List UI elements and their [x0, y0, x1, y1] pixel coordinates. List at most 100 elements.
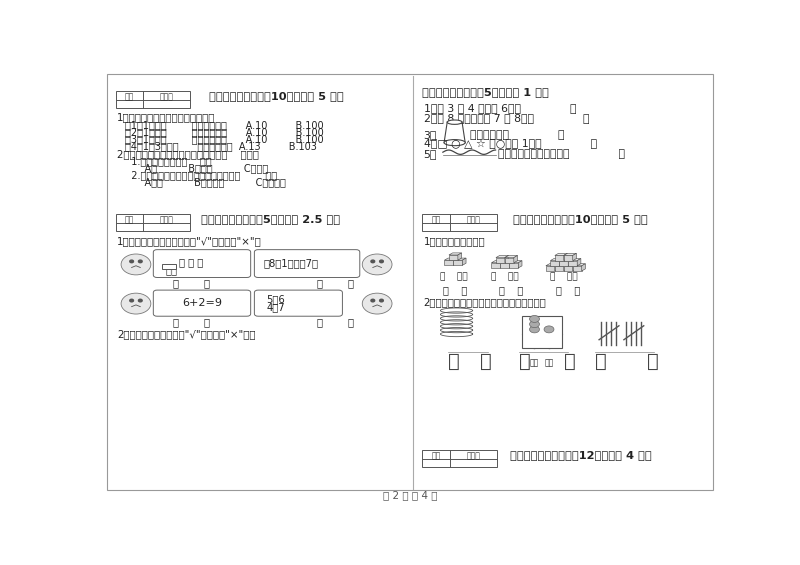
Circle shape — [362, 254, 392, 275]
Text: 4、□ ○ △ ☆ ，○排第 1。（              ）: 4、□ ○ △ ☆ ，○排第 1。（ ） — [424, 139, 597, 149]
Polygon shape — [555, 264, 567, 266]
Circle shape — [371, 260, 374, 263]
Text: 五、对与错（本题共5分，每题 2.5 分）: 五、对与错（本题共5分，每题 2.5 分） — [201, 214, 340, 224]
Polygon shape — [550, 259, 563, 260]
FancyBboxPatch shape — [154, 290, 250, 316]
Bar — [522, 316, 562, 349]
Polygon shape — [550, 260, 559, 266]
Text: 个位: 个位 — [544, 358, 554, 367]
Text: 评卷人: 评卷人 — [466, 451, 481, 460]
Polygon shape — [496, 255, 509, 258]
Text: 1．他们说的话对吗？对的打"√"，错的打"×"。: 1．他们说的话对吗？对的打"√"，错的打"×"。 — [118, 236, 262, 246]
Polygon shape — [454, 260, 462, 266]
Text: 2．小法官判案（对的打"√"，错的打"×"）。: 2．小法官判案（对的打"√"，错的打"×"）。 — [118, 329, 256, 339]
Text: 得分: 得分 — [125, 215, 134, 224]
Text: （        ）: （ ） — [317, 279, 354, 288]
Circle shape — [130, 299, 134, 302]
Polygon shape — [505, 255, 509, 263]
Text: 2．精挑细选，将正确答案的序号填在（    ）内。: 2．精挑细选，将正确答案的序号填在（ ）内。 — [118, 149, 259, 159]
Polygon shape — [510, 263, 518, 268]
Polygon shape — [573, 264, 586, 266]
Text: 5＜6: 5＜6 — [266, 294, 285, 304]
Text: 2.用同样长的四根小棒正好可拼成一个（        ）。: 2.用同样长的四根小棒正好可拼成一个（ ）。 — [125, 171, 277, 180]
Text: （        ）: （ ） — [174, 317, 210, 327]
Polygon shape — [445, 258, 457, 260]
Polygon shape — [564, 253, 567, 260]
Text: 第 2 页 共 4 页: 第 2 页 共 4 页 — [382, 490, 438, 500]
Polygon shape — [505, 258, 514, 263]
Text: 得分: 得分 — [432, 451, 441, 460]
Text: 形。: 形。 — [165, 265, 177, 275]
Polygon shape — [546, 264, 558, 266]
Text: （4）1元3角和（      ）角同样多，  A.13         B.103: （4）1元3角和（ ）角同样多， A.13 B.103 — [125, 141, 317, 151]
Circle shape — [121, 293, 151, 314]
Text: 得分: 得分 — [432, 215, 441, 224]
Circle shape — [362, 293, 392, 314]
Circle shape — [544, 326, 554, 333]
Polygon shape — [564, 266, 573, 271]
Text: 三、判断题（本题共5分，每题 1 分）: 三、判断题（本题共5分，每题 1 分） — [422, 87, 550, 97]
Polygon shape — [518, 260, 522, 268]
Text: 评卷人: 评卷人 — [160, 215, 174, 224]
Text: ｝: ｝ — [647, 351, 659, 371]
Polygon shape — [510, 260, 522, 263]
Text: （    ）个: （ ）个 — [550, 272, 578, 281]
Text: 比8大1的数是7。: 比8大1的数是7。 — [264, 258, 318, 268]
Polygon shape — [449, 253, 462, 255]
Polygon shape — [568, 259, 572, 266]
Text: （    ）个: （ ）个 — [439, 272, 467, 281]
Polygon shape — [555, 264, 558, 271]
Text: 得分: 得分 — [125, 93, 134, 102]
Polygon shape — [514, 255, 518, 263]
Polygon shape — [573, 266, 582, 271]
Circle shape — [530, 326, 539, 333]
Text: 十位: 十位 — [530, 358, 539, 367]
Text: 5、: 5、 — [424, 149, 437, 159]
Polygon shape — [445, 260, 454, 266]
Text: 1．将正确答案的字母填在括号里。: 1．将正确答案的字母填在括号里。 — [118, 112, 216, 123]
Circle shape — [530, 315, 539, 323]
Circle shape — [121, 254, 151, 275]
Text: 2、你能看图写数吗？越快越好，别写错哦。: 2、你能看图写数吗？越快越好，别写错哦。 — [424, 298, 546, 307]
Bar — [115, 92, 190, 108]
Text: 评卷人: 评卷人 — [160, 93, 174, 102]
Text: 七、看图说话（本题共12分，每题 4 分）: 七、看图说话（本题共12分，每题 4 分） — [510, 450, 651, 460]
Polygon shape — [510, 260, 513, 268]
Text: ｛: ｛ — [594, 351, 606, 371]
Text: 6+2=9: 6+2=9 — [182, 298, 222, 308]
Circle shape — [138, 260, 142, 263]
Ellipse shape — [447, 120, 462, 124]
Text: 3、: 3、 — [424, 129, 437, 140]
Bar — [422, 214, 497, 231]
Text: 不是圆柱。（              ）: 不是圆柱。（ ） — [470, 129, 564, 140]
Text: 评卷人: 评卷人 — [466, 215, 481, 224]
Text: ｝: ｝ — [564, 351, 575, 371]
Polygon shape — [577, 259, 581, 266]
Polygon shape — [500, 260, 504, 268]
Text: 1、数一数，比一比。: 1、数一数，比一比。 — [424, 236, 486, 246]
Polygon shape — [559, 259, 563, 266]
Polygon shape — [564, 264, 577, 266]
Text: ｝: ｝ — [480, 351, 492, 371]
Text: A、圆          B、正方形          C、长方形: A、圆 B、正方形 C、长方形 — [132, 177, 286, 188]
Polygon shape — [568, 260, 577, 266]
Text: （    ）: （ ） — [556, 285, 580, 295]
Polygon shape — [555, 255, 564, 260]
Text: （        ）: （ ） — [317, 317, 354, 327]
Polygon shape — [564, 253, 577, 255]
Text: （3）1元和（        ）分同样多，      A.10         B.100: （3）1元和（ ）分同样多， A.10 B.100 — [125, 134, 323, 144]
Bar — [115, 214, 190, 231]
Text: 六、数一数（本题共10分，每题 5 分）: 六、数一数（本题共10分，每题 5 分） — [513, 214, 648, 224]
Text: （    ）个: （ ）个 — [491, 272, 518, 281]
Polygon shape — [546, 266, 555, 271]
Polygon shape — [491, 263, 500, 268]
Polygon shape — [555, 253, 567, 255]
Text: 是 长 方: 是 长 方 — [178, 257, 203, 267]
Polygon shape — [496, 258, 505, 263]
Polygon shape — [500, 260, 513, 263]
Circle shape — [371, 299, 374, 302]
Polygon shape — [454, 258, 457, 266]
Polygon shape — [559, 260, 568, 266]
Circle shape — [380, 299, 383, 302]
FancyBboxPatch shape — [154, 250, 250, 277]
